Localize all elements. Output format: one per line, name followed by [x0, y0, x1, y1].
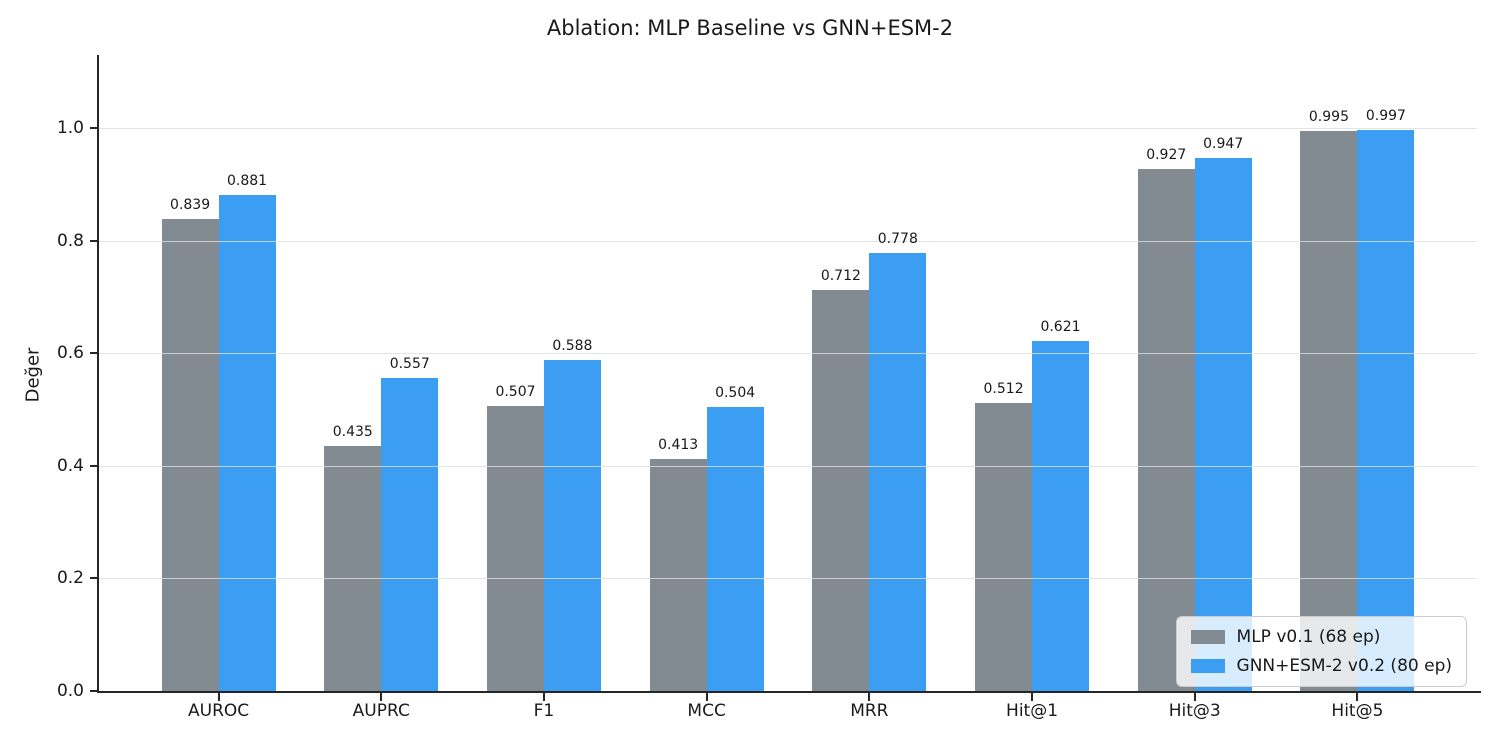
y-tick-mark: [90, 127, 97, 130]
y-tick-mark: [90, 577, 97, 580]
y-tick-mark: [90, 352, 97, 355]
bar-series1: [1300, 130, 1358, 691]
bar-series2: [543, 360, 601, 691]
y-tick-label: 1.0: [56, 118, 84, 139]
x-tick-label: MCC: [687, 701, 726, 721]
x-axis-line: [97, 691, 1481, 693]
bar-value-label: 0.621: [1040, 319, 1081, 336]
bar-series1: [812, 290, 870, 691]
bar-value-label: 0.995: [1308, 108, 1349, 125]
bar-series1: [161, 218, 219, 691]
gridline: [99, 578, 1477, 580]
y-tick-mark: [90, 690, 97, 692]
bar-series1: [975, 402, 1033, 691]
bar-series2: [869, 253, 927, 691]
legend-swatch: [1190, 630, 1225, 644]
y-tick-label: 0.0: [56, 681, 84, 701]
gridline: [99, 465, 1477, 467]
x-tick-mark: [542, 693, 545, 701]
gridline: [99, 128, 1477, 130]
y-axis-line: [97, 55, 99, 693]
x-tick-mark: [868, 693, 871, 701]
bar-series1: [649, 458, 707, 691]
gridline: [99, 353, 1477, 355]
chart-title: Ablation: MLP Baseline vs GNN+ESM-2: [546, 16, 954, 40]
x-tick-mark: [217, 693, 220, 701]
x-tick-mark: [705, 693, 708, 701]
bar-value-label: 0.504: [715, 385, 756, 402]
bar-series1: [1137, 169, 1195, 691]
legend-label: MLP v0.1 (68 ep): [1236, 627, 1381, 647]
legend-label: GNN+ESM-2 v0.2 (80 ep): [1236, 656, 1452, 676]
bar-value-label: 0.435: [332, 424, 373, 441]
y-tick-label: 0.4: [56, 455, 84, 476]
x-tick-mark: [1356, 693, 1359, 701]
bar-value-label: 0.588: [552, 338, 593, 355]
legend-swatch: [1190, 659, 1225, 673]
bar-value-label: 0.413: [658, 436, 699, 453]
bar-value-label: 0.512: [983, 380, 1024, 397]
y-tick-label: 0.6: [56, 343, 84, 364]
x-tick-label: MRR: [850, 701, 889, 721]
x-tick-mark: [1031, 693, 1034, 701]
bar-value-label: 0.839: [170, 196, 211, 213]
bar-series1: [487, 405, 544, 691]
bar-series2: [706, 407, 764, 691]
x-tick-label: AUPRC: [352, 701, 410, 721]
plot-area: 0.839 0.881 0.435 0.557 0.507 0.588 0.413 0.504…: [99, 55, 1477, 691]
x-tick-mark: [380, 693, 383, 701]
bar-series2: [218, 195, 276, 691]
bar-series2: [381, 377, 439, 691]
x-tick-label: Hit@1: [1006, 701, 1059, 721]
bar-value-label: 0.557: [389, 355, 430, 372]
bar-series1: [324, 446, 382, 691]
bar-value-label: 0.778: [877, 231, 918, 248]
bar-series2: [1357, 129, 1415, 691]
x-tick-label: Hit@3: [1168, 701, 1221, 721]
x-tick-mark: [1193, 693, 1196, 701]
legend-item: GNN+ESM-2 v0.2 (80 ep): [1190, 656, 1452, 676]
bar-value-label: 0.881: [227, 173, 268, 190]
bar-value-label: 0.507: [495, 383, 536, 400]
bar-series2: [1032, 341, 1089, 691]
bar-value-label: 0.947: [1203, 135, 1244, 152]
bar-value-label: 0.997: [1365, 107, 1406, 124]
legend: MLP v0.1 (68 ep) GNN+ESM-2 v0.2 (80 ep): [1175, 616, 1467, 687]
y-tick-label: 0.2: [56, 568, 84, 589]
x-tick-label: Hit@5: [1331, 701, 1384, 721]
y-tick-mark: [90, 464, 97, 467]
x-tick-label: AUROC: [188, 701, 250, 721]
y-tick-label: 0.8: [56, 230, 84, 251]
bar-value-label: 0.927: [1146, 147, 1187, 164]
y-tick-mark: [90, 239, 97, 242]
x-tick-label: F1: [533, 701, 555, 721]
gridline: [99, 240, 1477, 242]
bar-value-label: 0.712: [820, 268, 861, 285]
legend-item: MLP v0.1 (68 ep): [1190, 627, 1452, 647]
bar-series2: [1194, 158, 1252, 691]
